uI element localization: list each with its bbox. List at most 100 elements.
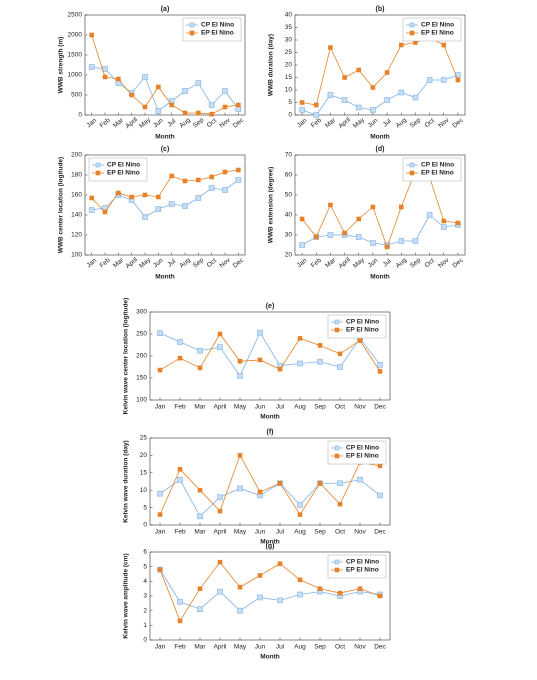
marker xyxy=(157,367,163,373)
legend-marker xyxy=(189,30,195,36)
x-tick-label: Jan xyxy=(296,257,309,269)
y-axis-label: WWB strength (m) xyxy=(58,37,65,94)
marker xyxy=(235,177,242,183)
marker xyxy=(299,107,305,113)
marker xyxy=(277,597,283,604)
y-tick-label: 180 xyxy=(71,172,82,179)
marker xyxy=(370,85,376,90)
y-axis-label: Kelvin wave center location (logitude) xyxy=(123,298,130,415)
x-tick-label: May xyxy=(138,256,152,270)
marker xyxy=(157,567,163,572)
marker xyxy=(197,513,203,520)
legend-label: CP El Nino xyxy=(421,22,454,29)
panel-title: (g) xyxy=(266,543,275,550)
x-axis-label: Month xyxy=(260,539,280,546)
x-tick-label: April xyxy=(337,256,352,270)
x-tick-label: Dec xyxy=(451,116,465,129)
y-tick-label: 1 xyxy=(143,622,147,629)
series-line xyxy=(159,479,381,517)
y-tick-label: 2000 xyxy=(68,32,83,39)
marker xyxy=(299,242,305,248)
marker xyxy=(327,232,334,238)
marker xyxy=(297,577,303,583)
legend-marker xyxy=(334,319,340,325)
legend-label: EP El Nino xyxy=(346,567,379,574)
x-tick-label: Mar xyxy=(324,256,338,269)
legend-label: CP El Nino xyxy=(346,319,379,326)
marker xyxy=(169,173,174,179)
y-tick-label: 2500 xyxy=(68,12,83,19)
marker xyxy=(440,77,447,83)
marker xyxy=(440,224,447,230)
x-tick-label: Mar xyxy=(194,644,206,651)
legend-marker xyxy=(334,327,340,333)
marker xyxy=(197,487,203,493)
marker xyxy=(370,240,376,246)
marker xyxy=(155,108,162,114)
marker xyxy=(169,102,174,108)
x-tick-label: Aug xyxy=(178,257,192,270)
marker xyxy=(328,45,333,50)
x-tick-label: Sep xyxy=(314,404,326,411)
x-tick-label: Oct xyxy=(424,117,436,129)
y-tick-label: 300 xyxy=(136,309,147,316)
x-tick-label: April xyxy=(125,116,140,130)
x-tick-label: Oct xyxy=(424,257,436,269)
marker xyxy=(156,194,161,200)
y-tick-label: 200 xyxy=(136,353,147,360)
y-axis-label: WWB center location (logitude) xyxy=(58,157,65,253)
marker xyxy=(142,214,148,220)
y-axis-label: Kelvin wave amplitude (cm) xyxy=(123,553,130,638)
y-tick-label: 60 xyxy=(285,172,293,179)
x-tick-label: Jun xyxy=(255,404,266,411)
x-tick-label: Aug xyxy=(395,117,409,130)
x-tick-label: Nov xyxy=(437,116,451,129)
marker xyxy=(455,77,461,83)
y-tick-label: 30 xyxy=(285,37,293,44)
x-tick-label: Oct xyxy=(335,644,345,651)
panel-title: (b) xyxy=(376,6,385,13)
legend-marker xyxy=(334,453,340,459)
x-tick-label: Nov xyxy=(354,404,366,411)
marker xyxy=(297,336,303,341)
x-tick-label: Jan xyxy=(86,257,99,269)
y-tick-label: 25 xyxy=(140,435,148,442)
y-tick-label: 250 xyxy=(136,331,147,338)
marker xyxy=(222,104,228,110)
legend-label: EP El Nino xyxy=(346,327,379,334)
marker xyxy=(313,112,320,118)
marker xyxy=(299,216,305,222)
marker xyxy=(398,42,404,48)
panel: (b) 0 5 10 15 20 25 30 35 40 Jan Feb Mar April May Jun J… xyxy=(268,6,466,141)
x-tick-label: May xyxy=(234,404,247,411)
x-tick-label: May xyxy=(234,529,247,536)
marker xyxy=(88,64,95,70)
marker xyxy=(257,573,263,578)
marker xyxy=(182,110,188,116)
marker xyxy=(384,97,390,103)
marker xyxy=(398,238,405,244)
y-tick-label: 15 xyxy=(285,74,293,81)
legend-box xyxy=(327,554,387,579)
legend-marker xyxy=(95,170,101,176)
marker xyxy=(384,244,390,250)
x-tick-label: Mar xyxy=(324,116,338,129)
x-tick-label: Oct xyxy=(206,257,218,269)
marker xyxy=(142,192,148,198)
x-tick-label: Sep xyxy=(192,257,206,270)
x-tick-label: April xyxy=(125,256,140,270)
marker xyxy=(441,42,447,48)
x-tick-label: May xyxy=(234,644,247,651)
marker xyxy=(398,89,405,96)
x-tick-label: Dec xyxy=(232,256,246,269)
marker xyxy=(441,218,447,224)
marker xyxy=(116,190,121,196)
legend-box xyxy=(402,17,462,42)
x-tick-label: Jun xyxy=(152,257,165,269)
marker xyxy=(237,372,243,379)
marker xyxy=(355,234,362,240)
marker xyxy=(412,238,419,244)
marker xyxy=(455,72,461,78)
marker xyxy=(177,599,183,605)
marker xyxy=(222,88,228,94)
